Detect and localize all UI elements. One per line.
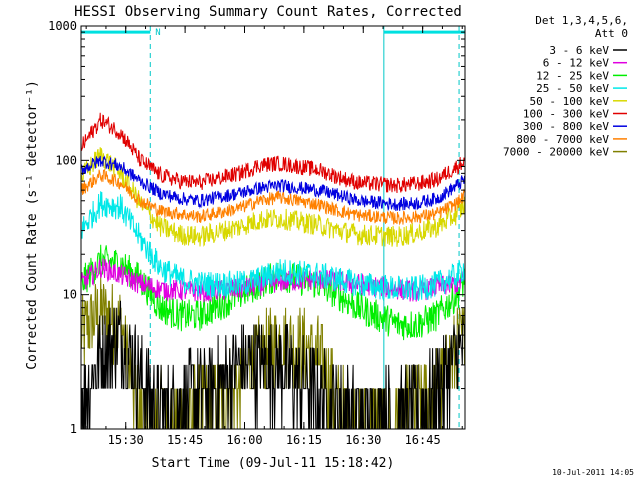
legend-header-0: Det 1,3,4,5,6, [535,14,628,27]
legend-entry-2: 12 - 25 keV [536,69,609,82]
series-line-7 [81,169,465,226]
x-tick-label-3: 16:15 [286,433,322,447]
legend-entry-3: 25 - 50 keV [536,82,609,95]
y-tick-label-3: 1000 [48,19,77,33]
marker-label: N [155,28,160,38]
series-line-0 [81,300,465,429]
footer-timestamp: 10-Jul-2011 14:05 [552,468,634,477]
legend-header-1: Att 0 [595,27,628,40]
x-tick-label-1: 15:45 [167,433,203,447]
x-tick-label-5: 16:45 [405,433,441,447]
plot-frame [80,25,466,430]
legend-entry-5: 100 - 300 keV [523,108,609,121]
x-tick-label-0: 15:30 [108,433,144,447]
series-line-4 [81,147,465,247]
y-tick-label-1: 10 [63,288,77,302]
series-line-5 [81,112,465,194]
legend-entry-4: 50 - 100 keV [530,95,610,108]
legend-entry-1: 6 - 12 keV [543,57,610,70]
chart-title: HESSI Observing Summary Count Rates, Cor… [74,4,462,20]
y-axis-label: Corrected Count Rate (s⁻¹ detector⁻¹) [25,80,40,370]
legend-entry-7: 800 - 7000 keV [516,133,609,146]
legend-entry-0: 3 - 6 keV [549,44,609,57]
x-axis-label: Start Time (09-Jul-11 15:18:42) [152,456,395,471]
series-line-6 [81,155,465,212]
series-line-3 [81,191,465,301]
legend-entry-6: 300 - 800 keV [523,120,609,133]
x-tick-label-4: 16:30 [345,433,381,447]
x-tick-label-2: 16:00 [226,433,262,447]
y-tick-label-0: 1 [70,422,77,436]
y-tick-label-2: 100 [55,153,77,167]
legend-entry-8: 7000 - 20000 keV [503,146,609,159]
